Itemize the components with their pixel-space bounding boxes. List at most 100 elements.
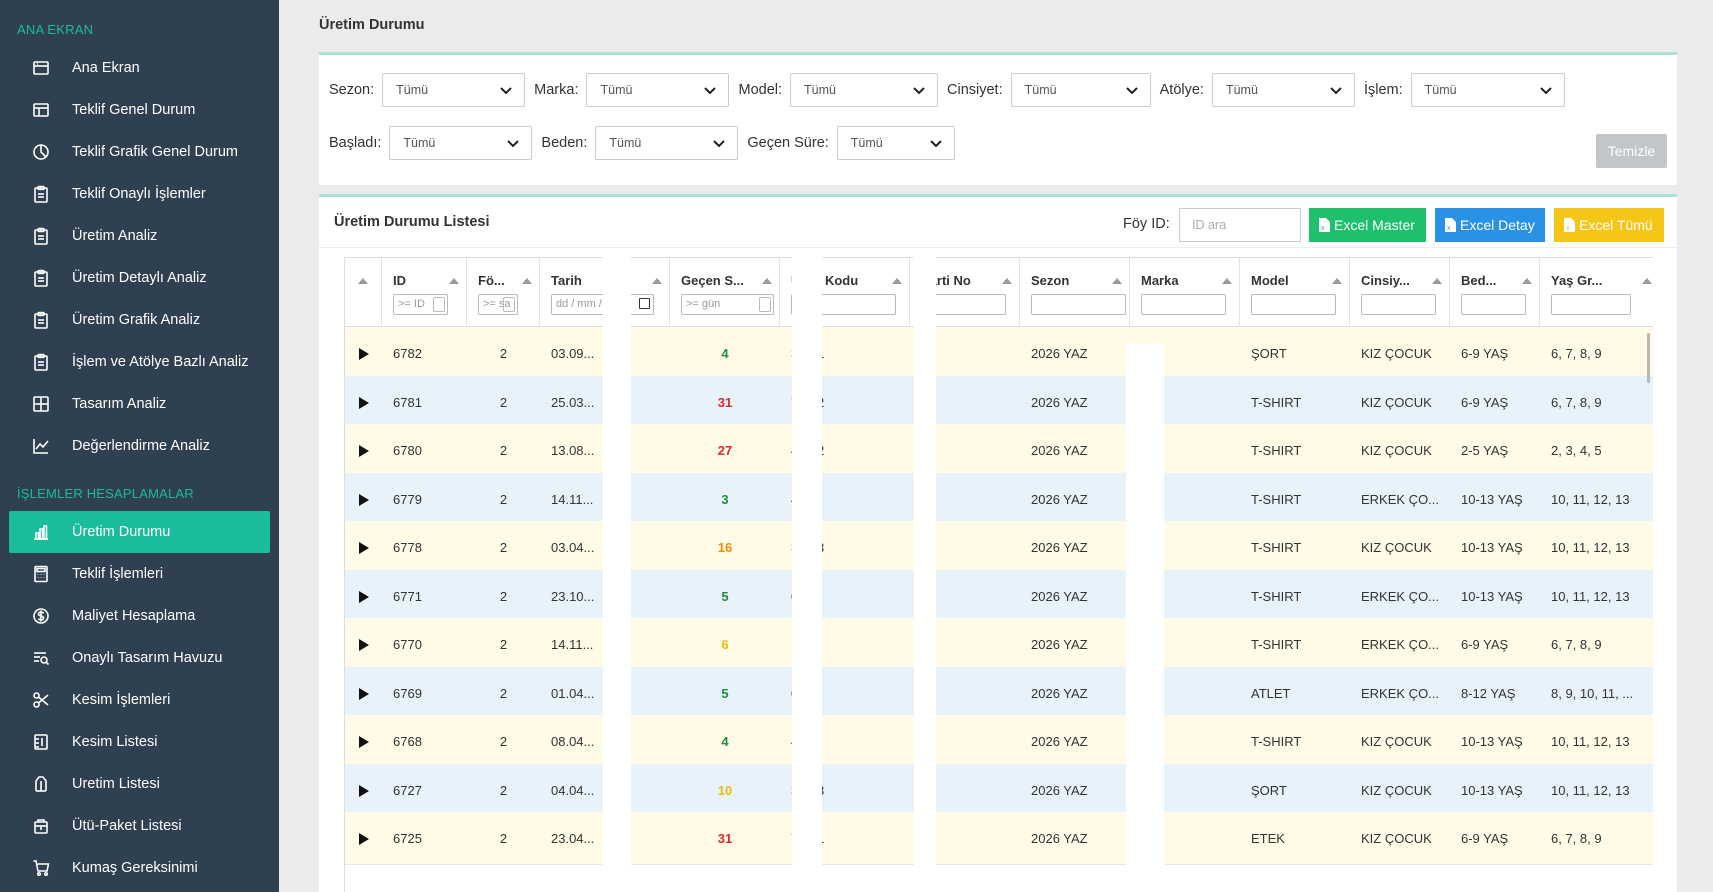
expand-row-icon[interactable] [359,639,369,651]
sidebar-item-kesim-i-lemleri[interactable]: Kesim İşlemleri [0,679,279,721]
filter-select-value: Tümü [403,136,436,150]
column-header[interactable]: Sezon [1020,258,1130,327]
expand-row-icon[interactable] [359,493,369,506]
sidebar-item-tasar-m-analiz[interactable]: Tasarım Analiz [0,383,279,425]
sidebar-item-uretim-listesi[interactable]: Uretim Listesi [0,763,279,805]
cell-sezon: 2026 YAZ [1031,588,1088,604]
expand-row-icon[interactable] [359,784,369,797]
filter-select[interactable]: Tümü [790,73,939,107]
expand-row-icon[interactable] [359,396,369,409]
sidebar-item-retim-analiz[interactable]: Üretim Analiz [0,215,279,257]
filter-select[interactable]: Tümü [586,73,730,107]
column-header[interactable]: Marka [1130,258,1240,327]
sidebar-item-teklif-grafik-genel-durum[interactable]: Teklif Grafik Genel Durum [0,131,279,173]
column-filter-input[interactable]: >= ID [393,294,448,315]
column-header-label: Marka [1141,273,1179,288]
filter-select[interactable]: Tümü [1010,73,1151,107]
filter-select[interactable]: Tümü [382,73,526,107]
sidebar-item-ana-ekran[interactable]: Ana Ekran [0,47,279,89]
sidebar-item-de-erlendirme-analiz[interactable]: Değerlendirme Analiz [0,425,279,467]
grid-scrollbar[interactable] [1647,333,1650,383]
sort-icon[interactable] [1432,278,1442,284]
sidebar-item-teklif-i-lemleri[interactable]: Teklif İşlemleri [0,553,279,595]
expand-row-icon[interactable] [359,348,369,360]
cell-id: 6769 [393,685,422,701]
excel-tumu-button[interactable]: x Excel Tümü [1554,208,1664,242]
filter-select[interactable]: Tümü [836,126,955,160]
spinner-icon[interactable] [503,297,515,312]
expand-row-icon[interactable] [359,542,369,554]
column-header[interactable]: ID >= ID [382,258,467,327]
sidebar-item-retim-durumu[interactable]: Üretim Durumu [9,511,270,553]
sort-icon[interactable] [1522,278,1532,284]
calendar-icon[interactable] [639,298,650,309]
expand-row-icon[interactable] [359,590,369,603]
sort-icon[interactable] [652,278,662,284]
expand-row-icon[interactable] [359,687,369,700]
clear-button[interactable]: Temizle [1596,134,1667,168]
sidebar-item-maliyet-hesaplama[interactable]: Maliyet Hesaplama [0,595,279,637]
sidebar-item-kesim-listesi[interactable]: Kesim Listesi [0,721,279,763]
filter-select[interactable]: Tümü [1410,73,1565,107]
column-filter-input[interactable]: >= sa [478,294,518,315]
sidebar-item-onayl-tasar-m-havuzu[interactable]: Onaylı Tasarım Havuzu [0,637,279,679]
sidebar-item-teklif-onayl-i-lemler[interactable]: Teklif Onaylı İşlemler [0,173,279,215]
foy-id-input[interactable]: ID ara [1179,208,1301,242]
sort-icon[interactable] [449,278,459,284]
column-filter-input[interactable] [791,294,896,315]
expand-row-icon[interactable] [359,833,369,845]
column-filter-input[interactable] [1141,294,1226,315]
excel-master-button[interactable]: x Excel Master [1309,208,1426,242]
excel-detay-button[interactable]: x Excel Detay [1435,208,1545,242]
column-filter-input[interactable] [1251,294,1336,315]
sidebar-item-retim-detayl-analiz[interactable]: Üretim Detaylı Analiz [0,257,279,299]
cell-model: ŞORT [1251,782,1287,798]
spinner-icon[interactable] [759,297,771,312]
chevron-down-icon [1539,84,1552,96]
sidebar-item-i-lem-ve-at-lye-bazl-analiz[interactable]: İşlem ve Atölye Bazlı Analiz [0,341,279,383]
sort-icon[interactable] [1332,278,1342,284]
column-header[interactable]: Model [1240,258,1350,327]
sidebar-item-kuma-gereksinimi[interactable]: Kumaş Gereksinimi [0,847,279,889]
expand-row-icon[interactable] [359,736,369,748]
column-filter-input[interactable] [1361,294,1436,315]
filter-select[interactable]: Tümü [389,126,533,160]
column-header[interactable]: Yaş Gr... [1540,258,1653,327]
spinner-icon[interactable] [433,297,445,312]
filter-select[interactable]: Tümü [1211,73,1355,107]
column-header[interactable]: Cinsiy... [1350,258,1450,327]
sidebar-item-retim-grafik-analiz[interactable]: Üretim Grafik Analiz [0,299,279,341]
sort-icon[interactable] [358,278,368,284]
sort-icon[interactable] [522,278,532,284]
sidebar-item-teklif-genel-durum[interactable]: Teklif Genel Durum [0,89,279,131]
sidebar-item-t-paket-listesi[interactable]: Ütü-Paket Listesi [0,805,279,847]
data-grid: ID >= ID Fö... >= sa Tarih dd / mm / yyy… [344,257,1653,892]
column-header[interactable]: Geçen S... >= gün [670,258,780,327]
column-filter-input[interactable] [1461,294,1526,315]
column-header[interactable]: Bed... [1450,258,1540,327]
filter-select[interactable]: Tümü [595,126,739,160]
column-filter-input[interactable]: >= gün [681,294,774,315]
sort-icon[interactable] [1112,278,1122,284]
sort-icon[interactable] [1222,278,1232,284]
column-filter-input[interactable] [1031,294,1126,315]
sort-icon[interactable] [1002,278,1012,284]
sort-icon[interactable] [762,278,772,284]
sort-icon[interactable] [892,278,902,284]
expand-row-icon[interactable] [359,445,369,457]
column-header[interactable]: Fö... >= sa [467,258,540,327]
column-filter-input[interactable] [1551,294,1631,315]
filter-select-value: Tümü [804,83,836,97]
sort-icon[interactable] [1642,278,1652,284]
